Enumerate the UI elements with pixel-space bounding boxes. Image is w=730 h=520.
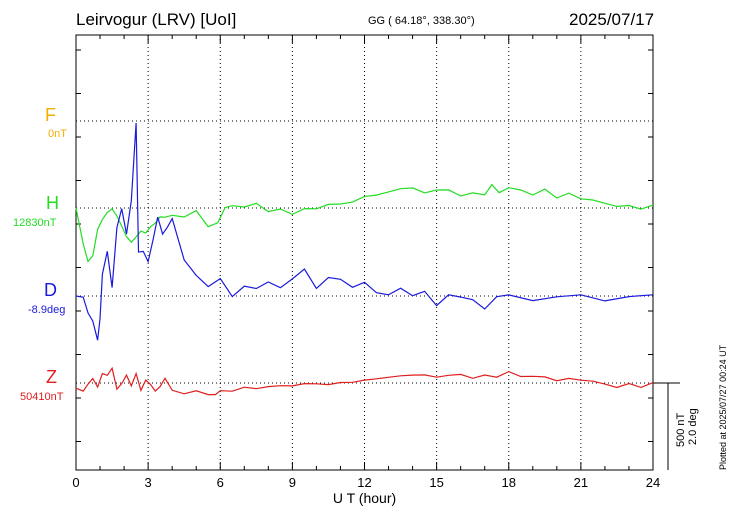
scale-text-deg: 2.0 deg bbox=[687, 408, 699, 445]
x-tick-label: 0 bbox=[72, 475, 79, 490]
x-tick-label: 3 bbox=[145, 475, 152, 490]
f-channel-name: F bbox=[45, 105, 56, 125]
station-title: Leirvogur (LRV) [UoI] bbox=[76, 10, 237, 29]
x-tick-label: 9 bbox=[289, 475, 296, 490]
geo-coordinates: GG ( 64.18°, 338.30°) bbox=[368, 15, 475, 27]
h-channel-name: H bbox=[46, 193, 59, 213]
z-channel-name: Z bbox=[46, 367, 57, 387]
date-label: 2025/07/17 bbox=[569, 10, 655, 29]
x-axis-label: U T (hour) bbox=[333, 490, 396, 506]
h-series-line bbox=[75, 183, 654, 263]
d-channel-baseline: -8.9deg bbox=[28, 304, 66, 316]
f-channel-baseline: 0nT bbox=[48, 128, 67, 140]
d-series-line bbox=[75, 122, 654, 341]
x-tick-label: 21 bbox=[574, 475, 588, 490]
x-tick-label: 12 bbox=[357, 475, 371, 490]
scale-text-nt: 500 nT bbox=[675, 412, 687, 447]
x-tick-label: 6 bbox=[217, 475, 224, 490]
h-channel-baseline: 12830nT bbox=[13, 217, 57, 229]
z-series-line bbox=[75, 366, 654, 396]
x-tick-label: 24 bbox=[646, 475, 660, 490]
x-tick-label: 15 bbox=[429, 475, 443, 490]
plot-frame bbox=[75, 34, 654, 471]
d-channel-name: D bbox=[44, 280, 57, 300]
plotted-timestamp: Plotted at 2025/07/27 00:24 UT bbox=[718, 344, 728, 470]
z-channel-baseline: 50410nT bbox=[20, 391, 64, 403]
x-tick-label: 18 bbox=[502, 475, 516, 490]
